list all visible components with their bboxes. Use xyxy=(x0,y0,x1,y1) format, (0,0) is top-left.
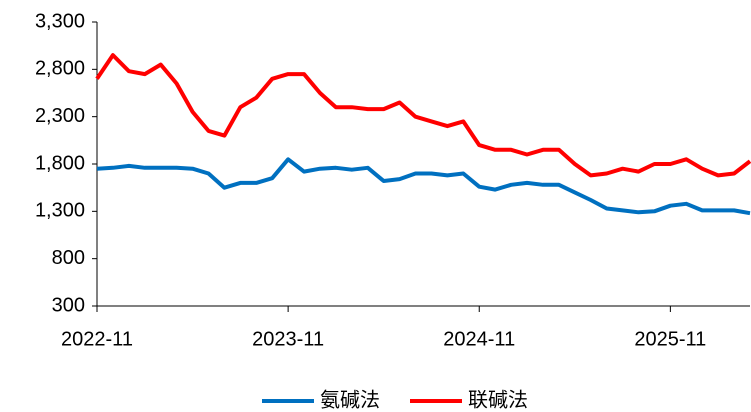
y-tick-label: 3,300 xyxy=(35,10,85,32)
series-line xyxy=(95,53,751,178)
series-line xyxy=(96,157,751,216)
y-tick-label: 1,800 xyxy=(35,152,85,174)
y-tick-label: 300 xyxy=(52,294,85,316)
x-tick-label: 2022-11 xyxy=(61,328,133,350)
y-tick-label: 2,300 xyxy=(35,105,85,127)
y-tick-label: 1,300 xyxy=(35,200,85,222)
legend-label: 联碱法 xyxy=(468,388,528,411)
legend-label: 氨碱法 xyxy=(320,388,380,411)
x-tick-label: 2025-11 xyxy=(634,328,706,350)
y-tick-label: 800 xyxy=(52,247,85,269)
x-tick-label: 2024-11 xyxy=(443,328,515,350)
y-tick-label: 2,800 xyxy=(35,58,85,80)
x-tick-label: 2023-11 xyxy=(252,328,324,350)
